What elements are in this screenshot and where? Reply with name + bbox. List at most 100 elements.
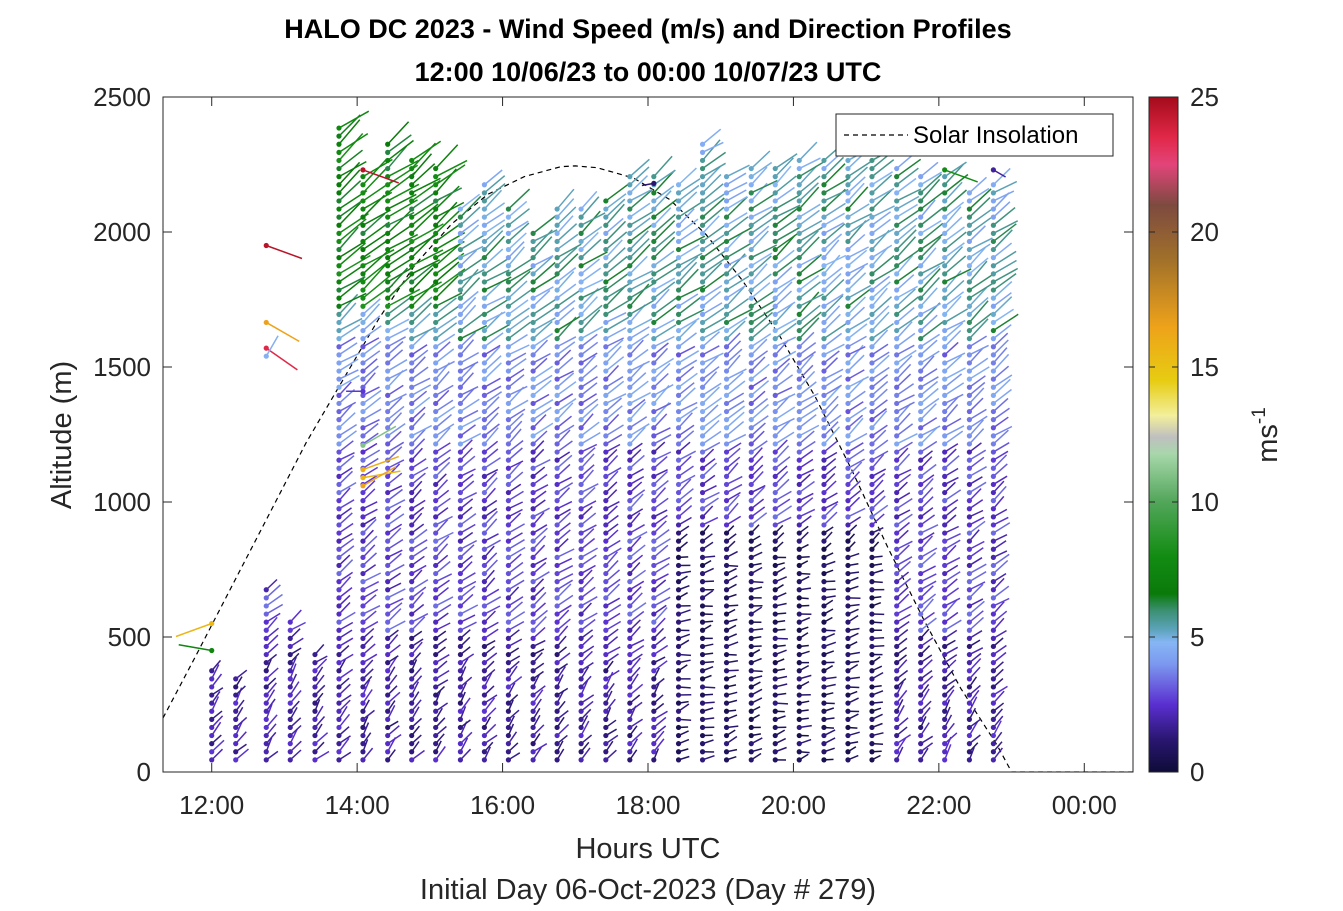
wind-barb-shaft: [532, 422, 554, 437]
wind-barb-shaft: [532, 484, 549, 494]
wind-barb: [481, 510, 498, 528]
wind-barb-point: [796, 230, 802, 236]
wind-barb: [409, 667, 422, 682]
wind-barb-point: [336, 457, 342, 463]
wind-barb: [409, 466, 429, 479]
wind-barb-point: [699, 716, 706, 722]
wind-barb-shaft: [338, 292, 367, 307]
wind-barb-point: [385, 238, 391, 245]
wind-barb-point: [603, 489, 609, 496]
wind-barb-point: [748, 595, 754, 601]
wind-barb-point: [603, 441, 609, 447]
wind-barb-point: [651, 635, 657, 641]
wind-barb-point: [821, 263, 827, 269]
wind-barb-shaft: [411, 613, 429, 623]
wind-barb-point: [433, 530, 439, 536]
wind-barb: [409, 528, 428, 544]
wind-barb-point: [821, 457, 827, 463]
wind-barb-point: [554, 255, 560, 261]
wind-barb: [287, 749, 302, 763]
wind-barb: [505, 483, 522, 496]
wind-barb-point: [772, 206, 778, 212]
wind-barb-point: [748, 546, 754, 552]
wind-barb-shaft: [484, 596, 502, 607]
wind-barb-point: [578, 327, 584, 334]
wind-barb-shaft: [289, 681, 300, 696]
wind-barb-point: [627, 238, 633, 245]
wind-barb: [385, 134, 412, 155]
wind-barb-point: [530, 441, 536, 447]
wind-barb: [505, 561, 524, 577]
wind-barb: [385, 275, 412, 301]
wind-barb-point: [796, 481, 802, 488]
wind-barb: [433, 185, 460, 212]
wind-barb-point: [772, 627, 778, 633]
wind-barb-point: [603, 327, 609, 334]
wind-barb-point: [821, 538, 827, 544]
wind-barb-point: [796, 546, 802, 552]
wind-barb-point: [554, 716, 560, 722]
wind-barb-point: [578, 716, 584, 722]
wind-barb: [433, 240, 465, 261]
wind-barb-point: [409, 684, 415, 690]
wind-barb: [409, 259, 441, 277]
wind-barb-point: [821, 441, 827, 447]
wind-barb-shaft: [532, 214, 557, 234]
wind-barb-point: [578, 603, 584, 609]
wind-barb: [457, 706, 467, 722]
wind-barb-point: [457, 319, 463, 326]
wind-barb: [505, 321, 531, 342]
wind-barb-point: [385, 530, 391, 536]
wind-barb-point: [796, 263, 802, 269]
wind-barb: [409, 741, 420, 755]
wind-barb-point: [263, 603, 269, 609]
wind-barb: [505, 270, 531, 293]
wind-barb: [530, 557, 548, 569]
wind-barb: [409, 302, 432, 326]
wind-barb-point: [554, 295, 560, 301]
wind-barb: [336, 538, 355, 552]
wind-barb-shaft: [532, 743, 548, 753]
wind-barb-point: [603, 417, 609, 423]
wind-barb-point: [845, 587, 851, 593]
wind-barb-point: [433, 724, 439, 731]
wind-barb: [336, 430, 357, 447]
wind-barb: [385, 430, 402, 447]
wind-barb-point: [845, 441, 851, 447]
wind-barb-point: [554, 546, 560, 552]
wind-barb-point: [578, 635, 584, 641]
wind-barb-point: [603, 384, 609, 390]
wind-barb: [409, 177, 441, 196]
wind-barb-point: [675, 595, 682, 601]
wind-barb-point: [603, 676, 609, 682]
wind-barb-point: [287, 619, 293, 625]
wind-barb-shaft: [387, 240, 415, 259]
wind-barb-point: [263, 732, 269, 739]
wind-barb-point: [336, 619, 342, 625]
wind-barb-point: [675, 749, 682, 755]
wind-barb-shaft: [387, 505, 402, 518]
wind-barb: [360, 544, 376, 560]
wind-barb-point: [772, 182, 778, 188]
wind-barb-point: [505, 263, 511, 269]
wind-barb-shaft: [483, 183, 506, 202]
wind-barb: [457, 561, 473, 577]
wind-barb-point: [433, 741, 439, 747]
wind-barb-point: [481, 489, 487, 496]
wind-barb: [360, 298, 381, 317]
wind-barb-point: [796, 692, 802, 698]
wind-barb-point: [360, 408, 366, 415]
wind-barb-shaft: [387, 336, 406, 348]
wind-barb-point: [651, 425, 657, 431]
wind-barb-point: [675, 425, 682, 431]
wind-barb-point: [772, 287, 778, 293]
wind-barb: [409, 438, 426, 455]
wind-barb: [530, 591, 547, 609]
wind-barb-point: [578, 457, 584, 463]
wind-barb-point: [821, 635, 827, 641]
wind-barb-point: [603, 473, 609, 479]
wind-barb-point: [385, 425, 391, 431]
wind-barb-point: [385, 271, 391, 277]
wind-barb-point: [457, 311, 463, 317]
wind-barb-point: [627, 692, 633, 698]
